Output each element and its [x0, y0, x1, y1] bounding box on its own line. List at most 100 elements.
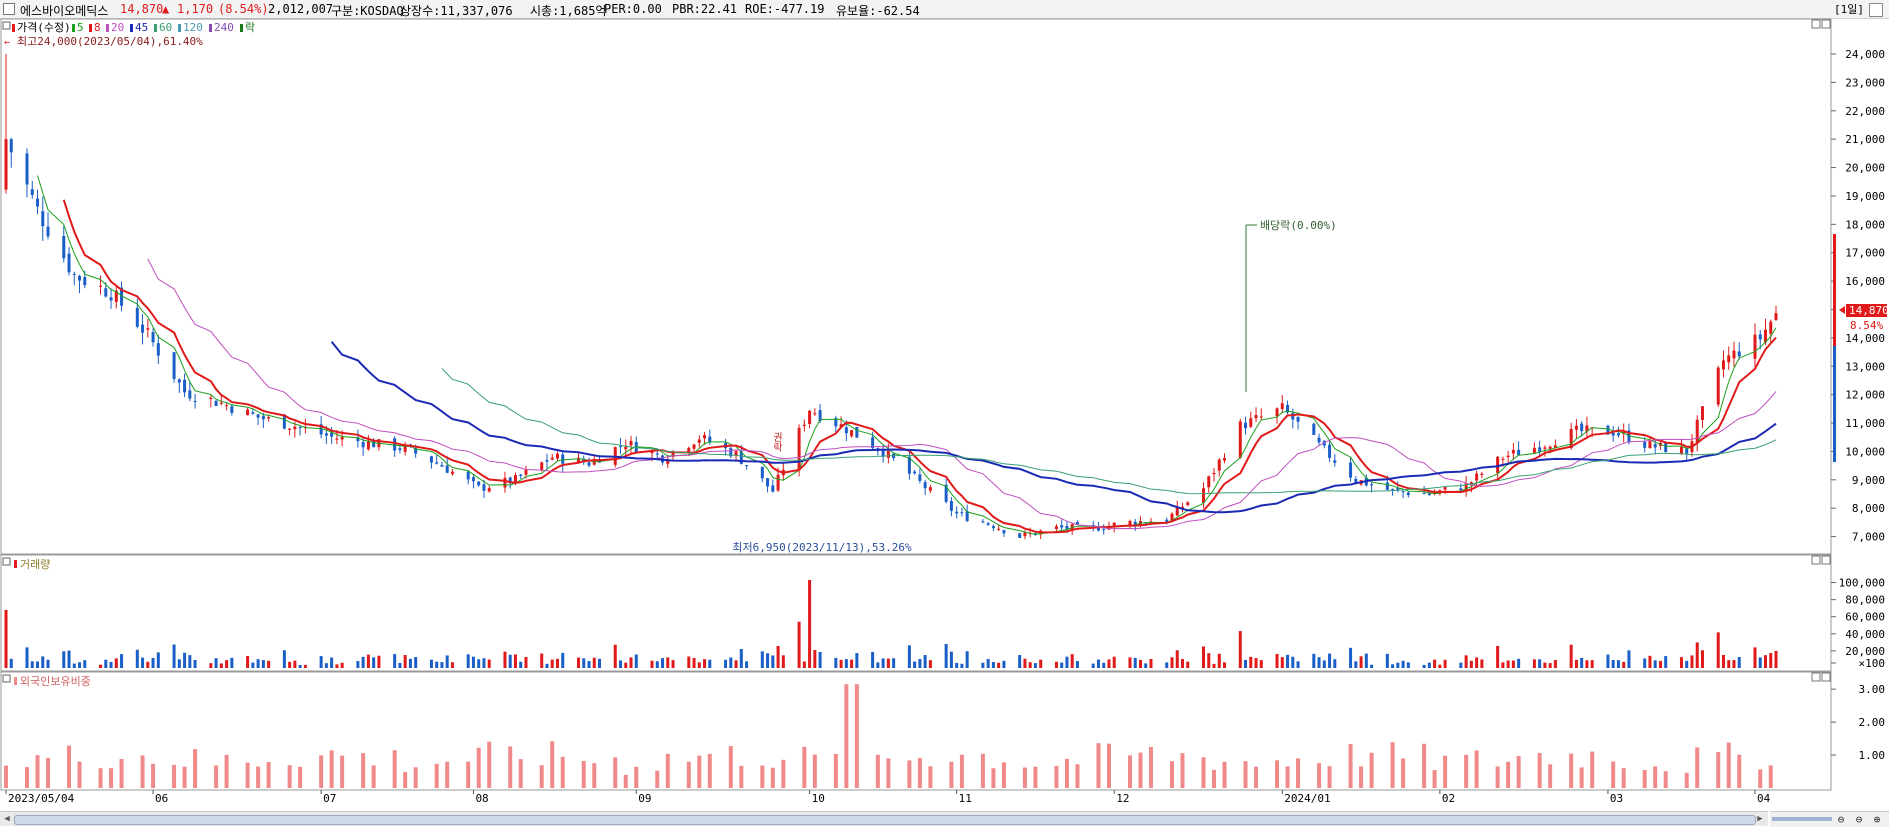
- volume-bar: [1144, 663, 1148, 668]
- volume-bar: [477, 659, 481, 668]
- window-button[interactable]: [1869, 3, 1883, 17]
- candle-body: [1538, 447, 1542, 452]
- candle-body: [949, 500, 953, 511]
- volume-bar: [193, 659, 197, 668]
- zoom-slider[interactable]: [1772, 817, 1832, 821]
- candle-body: [1648, 441, 1652, 449]
- foreign-bar: [1127, 755, 1132, 788]
- volume-bar: [303, 664, 307, 668]
- volume-bar: [734, 660, 738, 668]
- select-checkbox[interactable]: [3, 3, 15, 15]
- foreign-bar: [340, 755, 345, 788]
- candle-body: [1170, 513, 1174, 521]
- legend-ma-240: 240: [214, 21, 234, 34]
- candle-body: [1763, 329, 1767, 343]
- panel-max-icon[interactable]: [1811, 672, 1821, 682]
- candle-body: [955, 511, 959, 514]
- candle-body: [1737, 351, 1741, 357]
- volume-bar: [1065, 656, 1069, 668]
- candle-body: [650, 451, 654, 454]
- panel-handle-icon[interactable]: [2, 674, 11, 683]
- y-tick-label: 17,000: [1845, 247, 1885, 260]
- zoom-reset-icon[interactable]: ⊖: [1837, 813, 1845, 826]
- candle-body: [907, 456, 911, 474]
- volume-bar: [324, 663, 328, 668]
- legend-ma-45: 45: [135, 21, 148, 34]
- foreign-bar: [634, 766, 639, 788]
- volume-bar: [1643, 658, 1647, 668]
- volume-bar: [1207, 653, 1211, 668]
- volume-bar: [844, 659, 848, 668]
- scroll-left-icon[interactable]: ◀: [4, 814, 10, 824]
- foreign-bar: [770, 767, 775, 788]
- candle-body: [1548, 446, 1552, 449]
- candle-body: [960, 512, 964, 514]
- candle-body: [834, 418, 838, 427]
- candle-body: [1186, 502, 1190, 505]
- volume-bar: [1023, 658, 1027, 668]
- foreign-bar: [1642, 769, 1647, 788]
- panel-max-icon[interactable]: [1811, 555, 1821, 565]
- foreign-bar: [287, 765, 292, 788]
- volume-bar: [666, 657, 670, 668]
- volume-bar: [1475, 657, 1479, 668]
- horizontal-scrollbar[interactable]: ◀ ▶: [0, 811, 1768, 826]
- y-tick-label: 13,000: [1845, 360, 1885, 373]
- panel-close-icon[interactable]: [1821, 555, 1831, 565]
- volume-bar: [25, 647, 29, 668]
- volume-bar: [151, 657, 155, 668]
- volume-bar: [881, 658, 885, 668]
- foreign-bar: [886, 758, 891, 788]
- scroll-thumb[interactable]: [14, 815, 1756, 825]
- foreign-bar: [1033, 766, 1038, 788]
- foreign-bar: [1506, 761, 1511, 788]
- y-tick-label: 14,000: [1845, 332, 1885, 345]
- candle-body: [1317, 437, 1321, 443]
- legend-ex-swatch: [240, 24, 243, 32]
- volume-bar: [1322, 660, 1326, 668]
- panel-close-icon[interactable]: [1821, 19, 1831, 29]
- scroll-right-icon[interactable]: ▶: [1757, 814, 1763, 824]
- candle-body: [619, 446, 623, 448]
- volume-bar: [361, 656, 365, 668]
- volume-bar: [1496, 645, 1500, 668]
- candle-body: [1291, 413, 1295, 420]
- foreign-bar: [781, 759, 786, 788]
- panel-max-icon[interactable]: [1811, 19, 1821, 29]
- y-tick-label: 8,000: [1852, 502, 1885, 515]
- volume-bar: [1170, 657, 1174, 668]
- foreign-bar: [1695, 747, 1700, 788]
- volume-bar: [771, 655, 775, 668]
- panel-handle-icon[interactable]: [2, 557, 11, 566]
- volume-bar: [83, 660, 87, 668]
- volume-bar: [188, 655, 192, 668]
- candle-body: [393, 438, 397, 451]
- zoom-out-icon[interactable]: ⊖: [1855, 813, 1863, 826]
- legend-ex-label: 락: [245, 21, 255, 34]
- volume-bar: [1212, 663, 1216, 668]
- volume-bar: [1333, 659, 1337, 668]
- foreign-bar: [508, 746, 513, 788]
- candle-body: [818, 410, 822, 421]
- candle-body: [1758, 334, 1762, 340]
- foreign-bar: [1516, 755, 1521, 788]
- zoom-in-icon[interactable]: ⊕: [1873, 813, 1881, 826]
- panel-handle-icon[interactable]: [2, 21, 11, 30]
- volume-bar: [230, 657, 234, 668]
- foreign-bar: [1348, 743, 1353, 788]
- volume-bar: [1727, 660, 1731, 668]
- foreign-bar: [812, 754, 817, 788]
- candle-body: [844, 427, 848, 434]
- volume-bar: [1312, 653, 1316, 668]
- volume-bar: [177, 659, 181, 668]
- volume-bar: [1611, 660, 1615, 668]
- volume-bar: [72, 663, 76, 668]
- volume-bar: [1464, 655, 1468, 668]
- candle-body: [450, 471, 454, 474]
- panel-close-icon[interactable]: [1821, 672, 1831, 682]
- stock-chart[interactable]: 가격(수정) 5 8 20 45 60 120 240 락 ← 최고24,000(2023/0…: [0, 0, 1889, 810]
- period-selector[interactable]: [1일]: [1834, 3, 1864, 16]
- candle-body: [1212, 472, 1216, 475]
- foreign-bar: [1464, 754, 1469, 788]
- candle-body: [293, 426, 297, 430]
